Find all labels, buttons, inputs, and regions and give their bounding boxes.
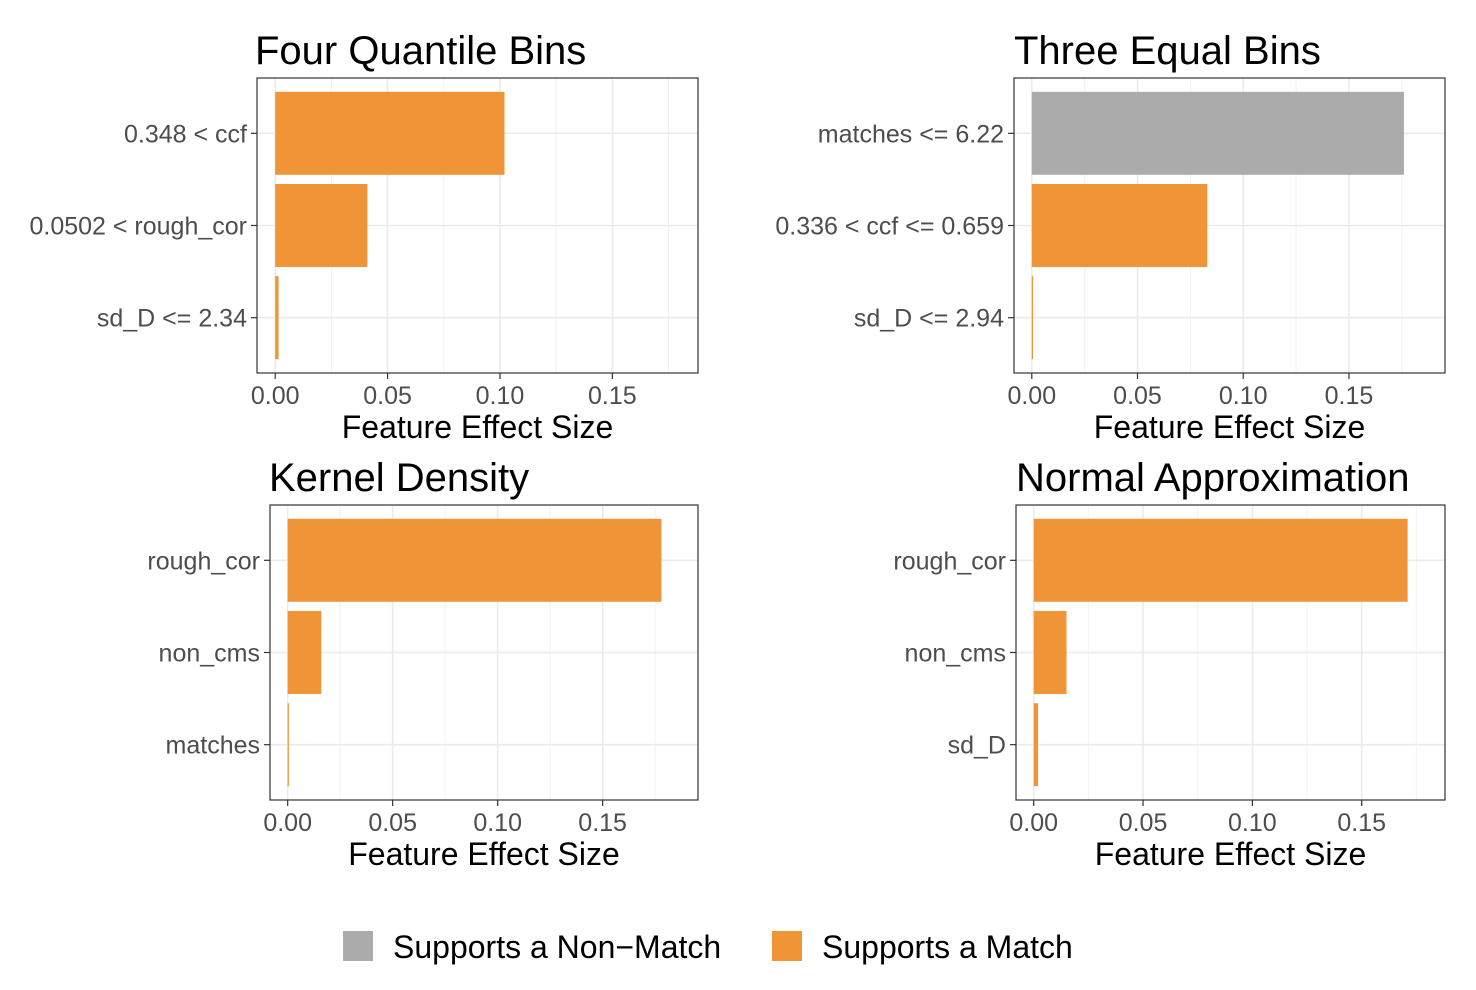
x-tick-label: 0.15 <box>1337 809 1386 837</box>
category-label: sd_D <= 2.34 <box>97 305 247 333</box>
x-axis-label: Feature Effect Size <box>1095 836 1367 872</box>
x-tick-label: 0.15 <box>1325 382 1374 410</box>
bar-2 <box>1031 184 1208 267</box>
x-tick-label: 0.05 <box>1113 382 1162 410</box>
category-label: non_cms <box>159 640 260 668</box>
panel-2: matches <= 6.22 0.336 < ccf <= 0.659 sd_D … <box>775 29 1446 445</box>
panel-1: 0.348 < ccf 0.0502 < rough_cor sd_D <= 2.3… <box>29 29 699 445</box>
category-label: 0.0502 < rough_cor <box>29 213 247 241</box>
panel-title: Three Equal Bins <box>1014 29 1321 73</box>
panel-title: Normal Approximation <box>1016 456 1410 500</box>
bar-1 <box>1031 91 1404 175</box>
x-tick-label: 0.00 <box>263 809 312 837</box>
bar-3 <box>287 703 289 787</box>
legend-swatch-match <box>772 931 802 961</box>
category-label: sd_D <= 2.94 <box>854 305 1004 333</box>
category-label: 0.348 < ccf <box>124 120 247 148</box>
x-tick-label: 0.10 <box>476 382 525 410</box>
category-label: 0.336 < ccf <= 0.659 <box>775 213 1004 241</box>
bar-3 <box>1031 276 1033 360</box>
bar-2 <box>287 611 322 694</box>
category-label: matches <= 6.22 <box>818 120 1004 148</box>
category-label: non_cms <box>905 640 1006 668</box>
x-tick-label: 0.15 <box>578 809 627 837</box>
category-label: sd_D <box>948 732 1006 760</box>
x-tick-label: 0.00 <box>1007 382 1056 410</box>
panel-title: Kernel Density <box>269 456 529 500</box>
bar-1 <box>275 91 505 175</box>
x-axis-label: Feature Effect Size <box>342 409 614 445</box>
x-tick-label: 0.00 <box>251 382 300 410</box>
panel-title: Four Quantile Bins <box>255 29 586 73</box>
category-label: matches <box>166 732 260 760</box>
category-label: rough_cor <box>147 547 260 575</box>
bar-2 <box>1033 611 1067 694</box>
x-tick-label: 0.15 <box>588 382 637 410</box>
x-tick-label: 0.10 <box>473 809 522 837</box>
x-tick-label: 0.05 <box>363 382 412 410</box>
x-axis-label: Feature Effect Size <box>348 836 620 872</box>
legend-swatch-non-match <box>343 931 373 961</box>
x-axis-label: Feature Effect Size <box>1094 409 1366 445</box>
category-label: rough_cor <box>893 547 1006 575</box>
bar-3 <box>275 276 279 360</box>
x-tick-label: 0.00 <box>1009 809 1058 837</box>
bar-1 <box>287 518 662 602</box>
x-tick-label: 0.05 <box>368 809 417 837</box>
panels: 0.348 < ccf 0.0502 < rough_cor sd_D <= 2.3… <box>29 29 1446 872</box>
legend-label-match: Supports a Match <box>822 929 1073 965</box>
legend: Supports a Non−Match Supports a Match <box>343 929 1073 965</box>
x-tick-label: 0.10 <box>1219 382 1268 410</box>
panel-4: rough_cor non_cms sd_D 0.00 0.05 0.10 0.15Feat… <box>893 456 1446 872</box>
bar-3 <box>1033 703 1039 787</box>
bar-1 <box>1033 518 1408 602</box>
x-tick-label: 0.05 <box>1119 809 1168 837</box>
legend-label-non-match: Supports a Non−Match <box>393 929 721 965</box>
bar-2 <box>275 184 368 267</box>
x-tick-label: 0.10 <box>1228 809 1277 837</box>
